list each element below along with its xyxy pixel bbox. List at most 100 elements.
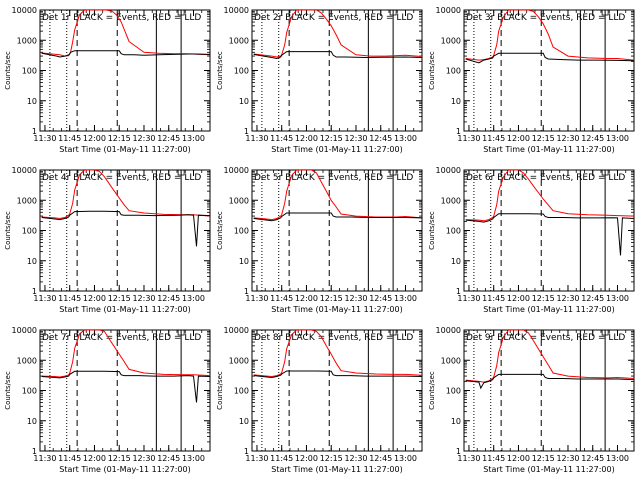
y-tick-label: 1000	[441, 196, 461, 205]
x-tick-label: 13:00	[606, 454, 629, 463]
interval-bracket	[295, 170, 302, 176]
x-tick-label: 11:30	[457, 454, 480, 463]
y-axis-label: Counts/sec	[428, 371, 436, 410]
series-group	[253, 330, 422, 379]
plot-frame	[463, 169, 635, 292]
x-axis-label: Start Time (01-May-11 11:27:00)	[59, 465, 190, 474]
y-tick-label: 10000	[12, 326, 37, 335]
series-group	[465, 170, 634, 256]
x-tick-label: 13:00	[182, 134, 205, 143]
x-tick-label: 13:00	[394, 294, 417, 303]
y-tick-label: 100	[446, 67, 461, 76]
y-tick-label: 1000	[17, 196, 37, 205]
series-group	[253, 10, 422, 60]
x-tick-label: 11:45	[58, 294, 81, 303]
y-tick-label: 10000	[12, 6, 37, 15]
y-tick-label: 1	[456, 287, 461, 296]
series-group	[465, 10, 634, 64]
x-tick-label: 12:15	[532, 454, 555, 463]
interval-bracket	[177, 330, 185, 336]
interval-bracket	[601, 330, 609, 336]
x-tick-label: 12:00	[295, 454, 318, 463]
x-tick-label: 12:45	[369, 134, 392, 143]
series-line-black	[253, 51, 422, 60]
x-tick-label: 11:45	[482, 134, 505, 143]
chart-title: Det 2r BLACK = Events, RED = LLD	[254, 13, 413, 23]
series-group	[465, 330, 634, 390]
y-axis-label: Counts/sec	[4, 51, 12, 90]
y-axis-label: Counts/sec	[4, 211, 12, 250]
x-tick-label: 13:00	[394, 454, 417, 463]
y-tick-label: 10000	[436, 6, 461, 15]
series-line-black	[41, 50, 210, 58]
series-line-black	[253, 212, 422, 222]
interval-bracket	[83, 170, 90, 176]
x-tick-label: 12:45	[157, 134, 180, 143]
chart-title: Det 1r BLACK = Events, RED = LLD	[42, 13, 201, 23]
plot-frame	[251, 329, 423, 452]
plot-frame	[251, 169, 423, 292]
x-tick-label: 12:45	[581, 454, 604, 463]
x-tick-label: 12:15	[320, 454, 343, 463]
y-axis-label: Counts/sec	[4, 371, 12, 410]
x-axis-label: Start Time (01-May-11 11:27:00)	[271, 465, 402, 474]
series-line-red	[465, 330, 634, 383]
chart-title: Det 9r BLACK = Events, RED = LLD	[466, 333, 625, 343]
y-tick-label: 10000	[436, 166, 461, 175]
y-tick-label: 10	[451, 257, 461, 266]
interval-bracket	[83, 330, 90, 336]
x-axis-label: Start Time (01-May-11 11:27:00)	[271, 145, 402, 154]
x-axis-label: Start Time (01-May-11 11:27:00)	[483, 145, 614, 154]
interval-bracket	[507, 10, 514, 16]
x-tick-label: 12:15	[108, 454, 131, 463]
series-line-red	[41, 330, 210, 378]
y-tick-label: 1000	[441, 356, 461, 365]
det3-chart: Det 3r BLACK = Events, RED = LLD Counts/s…	[428, 6, 635, 154]
y-tick-label: 10	[451, 417, 461, 426]
interval-bracket	[389, 330, 397, 336]
x-tick-label: 11:30	[33, 134, 56, 143]
x-tick-label: 11:30	[33, 294, 56, 303]
x-tick-label: 12:30	[132, 134, 155, 143]
interval-bracket	[295, 330, 302, 336]
det4-chart: Det 4r BLACK = Events, RED = LLD Counts/s…	[4, 166, 211, 314]
y-tick-label: 100	[22, 387, 37, 396]
x-tick-label: 11:30	[245, 134, 268, 143]
y-tick-label: 10	[239, 417, 249, 426]
x-tick-label: 12:15	[532, 294, 555, 303]
x-tick-label: 12:30	[344, 454, 367, 463]
det1-chart: Det 1r BLACK = Events, RED = LLD Counts/s…	[4, 6, 211, 154]
interval-bracket	[177, 10, 185, 16]
x-tick-label: 12:30	[344, 134, 367, 143]
x-axis-label: Start Time (01-May-11 11:27:00)	[59, 145, 190, 154]
interval-bracket	[601, 10, 609, 16]
x-tick-label: 12:30	[132, 454, 155, 463]
series-group	[41, 10, 210, 58]
x-tick-label: 11:45	[482, 454, 505, 463]
chart-title: Det 4r BLACK = Events, RED = LLD	[42, 173, 201, 183]
y-axis-label: Counts/sec	[428, 51, 436, 90]
y-tick-label: 1	[32, 127, 37, 136]
y-tick-label: 10	[27, 417, 37, 426]
x-tick-label: 12:00	[507, 294, 530, 303]
x-axis-label: Start Time (01-May-11 11:27:00)	[271, 305, 402, 314]
plot-frame	[39, 9, 211, 132]
y-tick-label: 1	[244, 287, 249, 296]
x-axis-label: Start Time (01-May-11 11:27:00)	[483, 305, 614, 314]
x-tick-label: 12:00	[295, 294, 318, 303]
series-line-red	[465, 10, 634, 61]
series-line-red	[253, 330, 422, 378]
interval-bracket	[83, 10, 90, 16]
x-tick-label: 12:30	[344, 294, 367, 303]
y-tick-label: 10	[451, 97, 461, 106]
y-axis-label: Counts/sec	[216, 51, 224, 90]
interval-bracket	[507, 330, 514, 336]
plot-frame	[39, 169, 211, 292]
x-axis-label: Start Time (01-May-11 11:27:00)	[59, 305, 190, 314]
x-tick-label: 11:45	[270, 454, 293, 463]
y-tick-label: 1000	[17, 356, 37, 365]
interval-bracket	[507, 170, 514, 176]
x-tick-label: 13:00	[606, 294, 629, 303]
chart-title: Det 8r BLACK = Events, RED = LLD	[254, 333, 413, 343]
